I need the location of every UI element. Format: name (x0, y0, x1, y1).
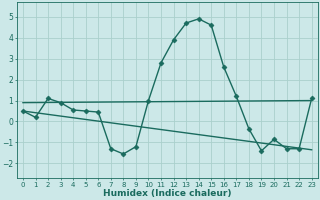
X-axis label: Humidex (Indice chaleur): Humidex (Indice chaleur) (103, 189, 232, 198)
